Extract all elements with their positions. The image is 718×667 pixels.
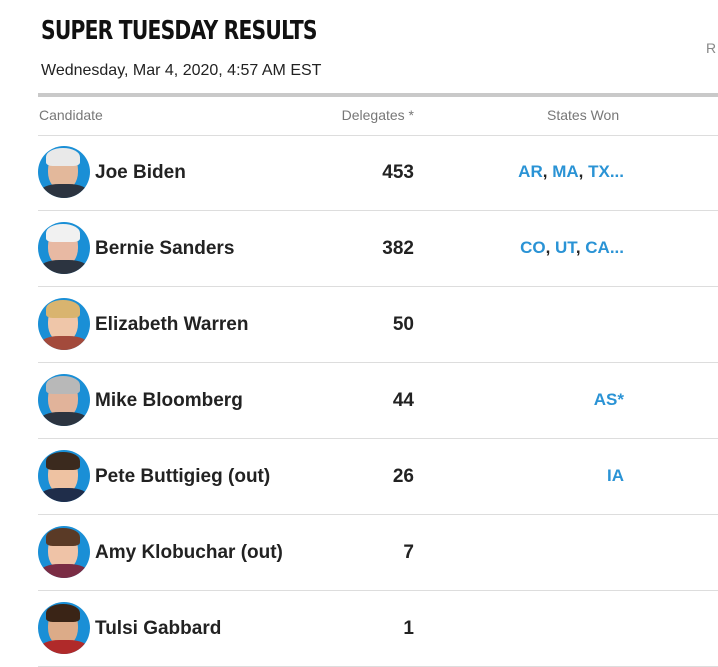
table-row: Mike Bloomberg 44 AS* (38, 363, 718, 439)
table-row: Elizabeth Warren 50 (38, 287, 718, 363)
states-won: AS* (594, 390, 624, 410)
candidate-name: Amy Klobuchar (out) (95, 542, 283, 563)
header-top-rule (38, 93, 718, 97)
states-won-column-header: States Won (547, 107, 620, 123)
candidate-name: Elizabeth Warren (95, 314, 249, 335)
mike-bloomberg-avatar (38, 374, 90, 426)
state-link[interactable]: CO (520, 238, 546, 257)
elizabeth-warren-avatar (38, 298, 90, 350)
page-title: SUPER TUESDAY RESULTS (41, 16, 318, 46)
tulsi-gabbard-avatar (38, 602, 90, 654)
candidate-name: Mike Bloomberg (95, 390, 243, 411)
delegates-column-header: Delegates * (341, 107, 414, 123)
table-row: Tulsi Gabbard 1 (38, 591, 718, 667)
state-link[interactable]: AR (518, 162, 543, 181)
amy-klobuchar-avatar (38, 526, 90, 578)
table-row: Bernie Sanders 382 CO, UT, CA... (38, 211, 718, 287)
delegate-count: 44 (392, 390, 414, 411)
candidate-column-header: Candidate (39, 107, 103, 123)
candidate-name: Bernie Sanders (95, 238, 235, 259)
state-link[interactable]: UT (555, 238, 576, 257)
delegate-count: 7 (403, 542, 414, 563)
states-won: CO, UT, CA... (520, 238, 624, 257)
state-link[interactable]: MA (552, 162, 579, 181)
state-link[interactable]: TX (588, 162, 610, 181)
bernie-sanders-avatar (38, 222, 90, 274)
candidate-name: Pete Buttigieg (out) (95, 466, 271, 487)
results-table: Joe Biden 453 AR, MA, TX... Bernie Sande… (38, 135, 718, 667)
candidate-name: Joe Biden (95, 162, 186, 183)
joe-biden-avatar (38, 146, 90, 198)
state-link[interactable]: AS* (593, 390, 624, 409)
delegate-count: 382 (382, 238, 414, 259)
truncated-corner-text: R (706, 40, 717, 56)
delegate-count: 26 (392, 466, 414, 487)
state-link[interactable]: CA (585, 238, 610, 257)
delegate-count: 1 (403, 618, 414, 639)
states-won: AR, MA, TX... (518, 162, 624, 181)
states-won: IA (607, 466, 624, 486)
results-timestamp: Wednesday, Mar 4, 2020, 4:57 AM EST (41, 62, 322, 79)
table-row: Joe Biden 453 AR, MA, TX... (38, 135, 718, 211)
table-row: Amy Klobuchar (out) 7 (38, 515, 718, 591)
pete-buttigieg-avatar (38, 450, 90, 502)
table-row: Pete Buttigieg (out) 26 IA (38, 439, 718, 515)
candidate-name: Tulsi Gabbard (95, 618, 222, 639)
state-link[interactable]: IA (607, 466, 624, 485)
delegate-count: 453 (382, 162, 414, 183)
delegate-count: 50 (392, 314, 414, 335)
results-table-header: Candidate Delegates * States Won (38, 97, 718, 136)
